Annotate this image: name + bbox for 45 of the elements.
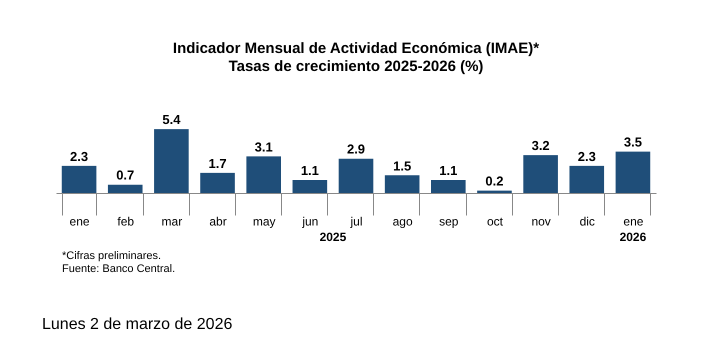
bar xyxy=(62,166,96,193)
data-label: 3.2 xyxy=(532,138,550,154)
text: Lunes 2 de marzo de 2026 xyxy=(42,316,232,334)
bar xyxy=(338,158,374,193)
x-tick-label: nov xyxy=(531,214,551,228)
bar xyxy=(431,180,466,193)
data-label: 0.2 xyxy=(485,174,504,189)
x-tick-label: mar xyxy=(162,214,182,228)
bar xyxy=(616,152,650,193)
data-label: 3.5 xyxy=(624,134,642,150)
bar xyxy=(569,166,604,193)
data-label: 1.1 xyxy=(300,163,319,178)
data-label: 0.7 xyxy=(116,168,134,183)
x-tick-label: feb xyxy=(117,214,134,228)
text: 2026 xyxy=(620,230,647,244)
source-note: Fuente: Banco Central. xyxy=(62,263,176,275)
bar xyxy=(246,156,281,193)
chart-title: Indicador Mensual de Actividad Económica (IMAE)* xyxy=(172,40,540,58)
data-label: 1.7 xyxy=(208,156,227,171)
bar xyxy=(384,175,420,193)
x-tick-label: may xyxy=(252,214,276,228)
x-tick-label: dic xyxy=(580,214,595,228)
x-tick-label: jun xyxy=(301,214,318,228)
data-label: 2.9 xyxy=(346,142,366,157)
bar xyxy=(292,180,328,193)
x-tick-label: jul xyxy=(349,214,363,228)
x-tick-label: ene xyxy=(70,214,90,228)
x-tick-label: oct xyxy=(486,214,504,228)
data-label: 1.1 xyxy=(439,163,458,178)
text: *Cifras preliminares. xyxy=(62,250,162,262)
x-tick-label: abr xyxy=(209,214,227,228)
data-label: 3.1 xyxy=(254,139,273,154)
bar xyxy=(108,184,143,193)
data-label: 5.4 xyxy=(162,112,182,128)
bar xyxy=(523,155,558,193)
data-label: 2.3 xyxy=(578,148,596,164)
x-tick-label: ene xyxy=(623,214,644,228)
chart-subtitle: Tasas de crecimiento 2025-2026 (%) xyxy=(228,58,484,76)
x-tick-label: ago xyxy=(392,214,413,228)
text: 2025 xyxy=(320,230,347,244)
data-label: 1.5 xyxy=(393,158,412,174)
bar xyxy=(200,172,235,193)
x-tick-label: sep xyxy=(439,214,459,228)
bar xyxy=(154,129,189,193)
data-label: 2.3 xyxy=(70,148,88,164)
